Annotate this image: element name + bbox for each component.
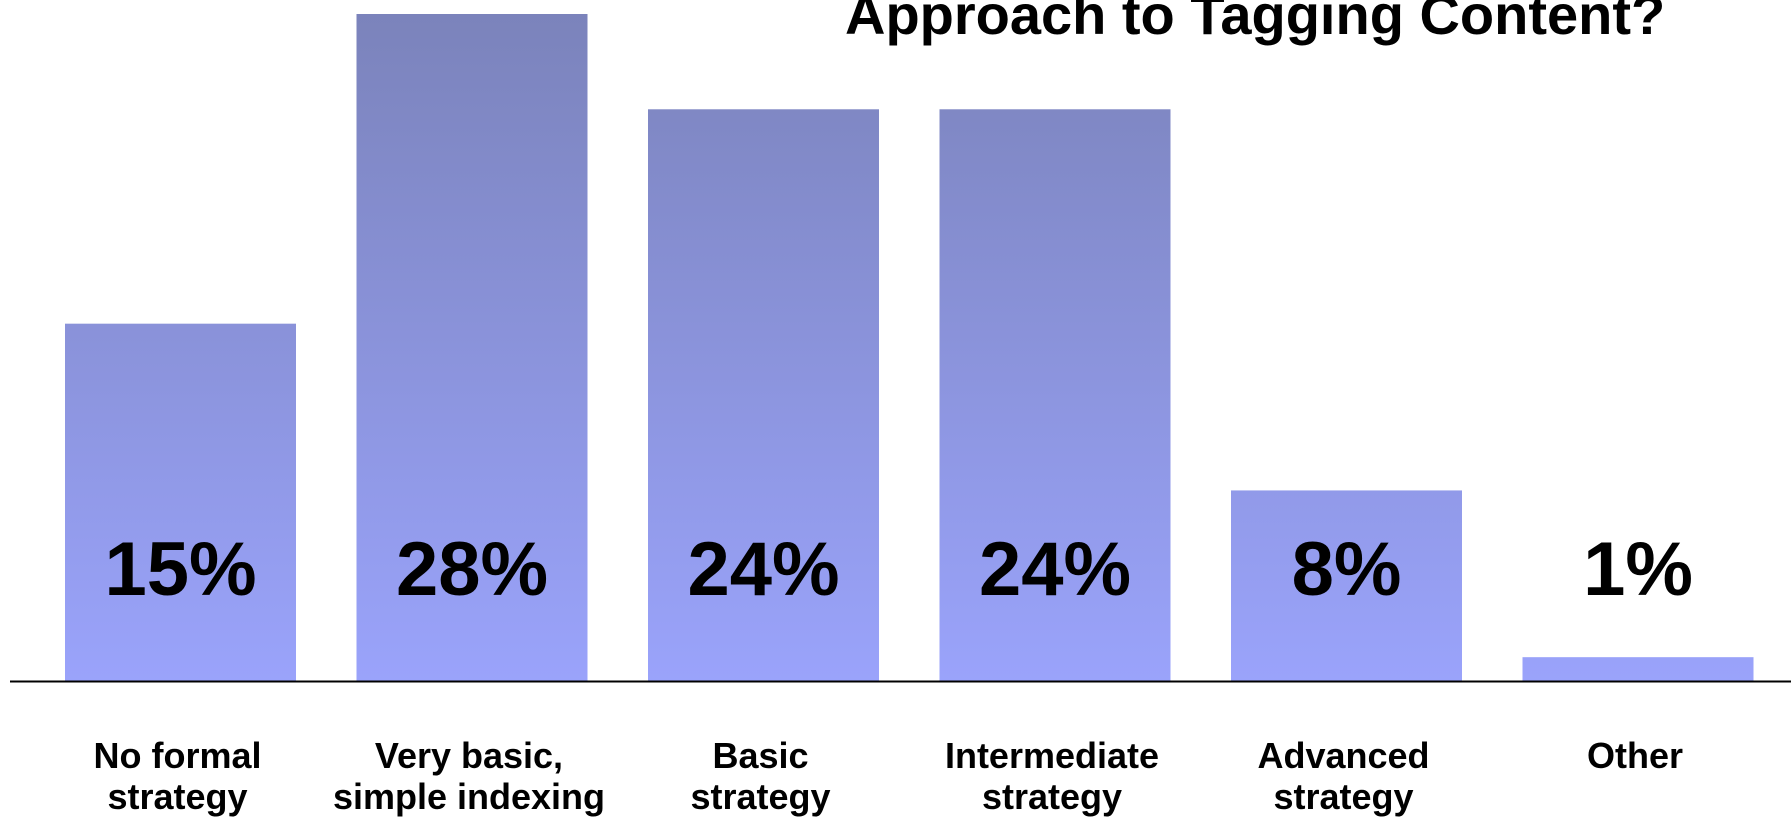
bar [648,109,879,682]
value-label: 28% [396,527,548,612]
category-label: Very basic, [375,735,563,776]
value-label: 1% [1583,527,1693,612]
category-label: strategy [107,776,247,817]
category-label: No formal [93,735,261,776]
category-label: strategy [690,776,830,817]
chart-title: Approach to Tagging Content? [845,0,1666,46]
bar [1522,657,1754,681]
category-label: Basic [712,735,808,776]
category-label: Other [1587,735,1683,776]
bar [356,14,588,681]
category-label: strategy [982,776,1122,817]
value-label: 24% [979,527,1131,612]
value-label: 24% [687,527,839,612]
value-label: 15% [104,527,256,612]
bar [1231,490,1462,681]
value-label: 8% [1292,527,1402,612]
category-label: Intermediate [945,735,1159,776]
category-label: strategy [1273,776,1413,817]
value-labels-group: 15% 28% 24% 24% 8% 1% [104,527,1692,612]
bar [65,323,296,681]
category-label: simple indexing [333,776,605,817]
bar [939,109,1171,682]
category-label: Advanced [1257,735,1429,776]
bars-group [65,14,1754,682]
